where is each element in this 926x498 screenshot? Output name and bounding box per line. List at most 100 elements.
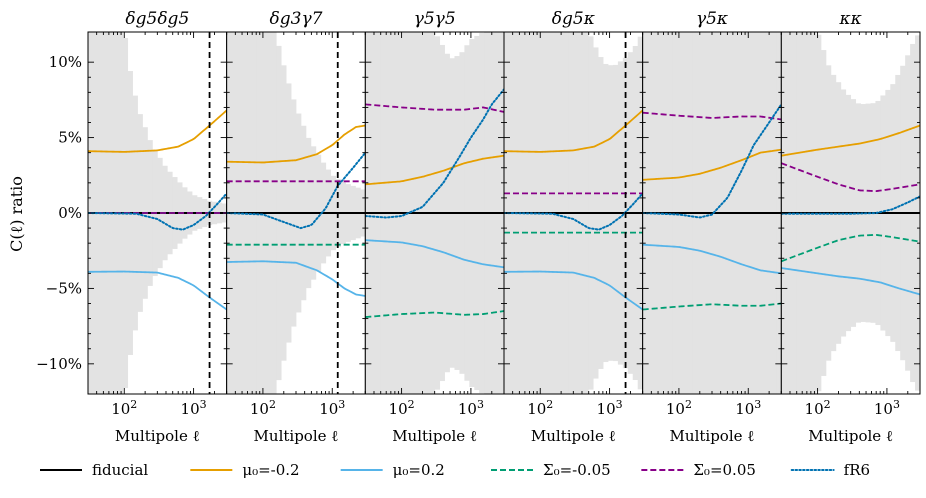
x-axis-label: Multipole ℓ: [808, 427, 893, 445]
series-line-sig_pos: [781, 162, 920, 193]
x-axis-label: Multipole ℓ: [531, 427, 616, 445]
series-line-sig_pos: [365, 103, 505, 113]
x-tick-exponent: 3: [616, 398, 623, 411]
legend-item-fiducial: fiducial: [40, 461, 148, 479]
series-line-mu_neg: [642, 148, 782, 181]
x-tick-exponent: 2: [824, 398, 831, 411]
y-tick-label: −5%: [46, 279, 82, 297]
legend-label: μ₀=-0.2: [242, 461, 299, 479]
x-tick-base: 10: [250, 400, 269, 418]
legend-label: Σ₀=0.05: [693, 461, 756, 479]
x-ticks: [226, 32, 366, 394]
x-tick-label: 103: [458, 398, 484, 418]
legend-item-mu_neg: μ₀=-0.2: [190, 461, 300, 479]
series-line-fr6: [88, 192, 227, 231]
legend-item-mu_pos: μ₀=0.2: [340, 461, 445, 479]
x-ticks: [87, 32, 228, 394]
x-tick-exponent: 3: [754, 398, 761, 411]
series-line-mu_neg: [781, 124, 920, 157]
legend-label: Σ₀=-0.05: [543, 461, 611, 479]
series-line-fr6: [781, 195, 920, 215]
x-tick-label: 102: [527, 398, 553, 418]
x-axis-label: Multipole ℓ: [670, 427, 755, 445]
series-line-sig_pos: [642, 111, 782, 121]
series-line-sig_neg: [365, 310, 505, 318]
x-tick-exponent: 3: [893, 398, 900, 411]
y-tick-label: −10%: [36, 355, 82, 373]
series-line-mu_neg: [365, 154, 505, 186]
x-axis-label: Multipole ℓ: [115, 427, 200, 445]
panel-title: γ5γ5: [414, 9, 456, 29]
y-tick-label: 5%: [58, 129, 82, 147]
x-tick-label: 103: [181, 398, 207, 418]
x-tick-base: 10: [458, 400, 477, 418]
legend-item-sig_neg: Σ₀=-0.05: [491, 461, 611, 479]
x-tick-base: 10: [874, 400, 893, 418]
x-tick-label: 102: [389, 398, 415, 418]
x-tick-exponent: 2: [130, 398, 137, 411]
series-line-mu_pos: [504, 270, 643, 311]
panel-plot-area: [504, 32, 643, 394]
x-tick-exponent: 2: [546, 398, 553, 411]
x-tick-label: 102: [805, 398, 831, 418]
x-tick-base: 10: [666, 400, 685, 418]
legend-label: fiducial: [92, 461, 148, 479]
y-tick-label: 0%: [58, 204, 82, 222]
panel-title: κκ: [839, 9, 862, 29]
x-ticks: [780, 32, 921, 394]
x-tick-base: 10: [735, 400, 754, 418]
series-line-mu_neg: [88, 109, 227, 153]
x-tick-label: 102: [250, 398, 276, 418]
x-tick-label: 102: [111, 398, 137, 418]
panel-plot-area: [226, 32, 366, 394]
x-tick-base: 10: [527, 400, 546, 418]
legend: fiducial μ₀=-0.2 μ₀=0.2 Σ₀=-0.05 Σ₀=0.05 fR6: [40, 461, 870, 479]
series-line-mu_pos: [642, 243, 782, 275]
series-line-mu_pos: [365, 239, 505, 269]
series-line-fr6: [642, 103, 782, 219]
legend-label: μ₀=0.2: [393, 461, 445, 479]
panel-plot-area: [781, 32, 920, 394]
y-axis-label: C(ℓ) ratio: [7, 176, 26, 252]
panel-1: 102 103 δg5δg5 Multipole ℓ: [87, 9, 228, 445]
x-tick-label: 103: [597, 398, 623, 418]
series-line-sig_neg: [642, 302, 782, 311]
x-axis-label: Multipole ℓ: [392, 427, 477, 445]
x-tick-base: 10: [805, 400, 824, 418]
panel-plot-area: [88, 32, 227, 394]
x-tick-exponent: 2: [269, 398, 276, 411]
panel-title: δg5κ: [552, 9, 595, 29]
series-line-mu_pos: [88, 270, 227, 311]
series-line-mu_pos: [781, 267, 920, 296]
panel-title: δg5δg5: [125, 9, 189, 29]
series-line-fr6: [504, 192, 643, 231]
legend-item-sig_pos: Σ₀=0.05: [641, 461, 756, 479]
panel-title: γ5κ: [696, 9, 728, 29]
x-tick-exponent: 2: [685, 398, 692, 411]
y-axis: 10% 5% 0% −5% −10%: [36, 53, 82, 373]
panel-plot-area: [642, 32, 782, 394]
series-line-sig_neg: [781, 233, 920, 263]
x-tick-base: 10: [597, 400, 616, 418]
y-tick-label: 10%: [49, 53, 82, 71]
x-axis-label: Multipole ℓ: [254, 427, 339, 445]
x-tick-exponent: 3: [200, 398, 207, 411]
series-line-mu_neg: [226, 124, 366, 164]
x-tick-exponent: 3: [338, 398, 345, 411]
series-line-mu_pos: [226, 260, 366, 297]
y-ticks: [781, 61, 920, 365]
x-tick-base: 10: [319, 400, 338, 418]
x-tick-exponent: 2: [408, 398, 415, 411]
x-tick-base: 10: [389, 400, 408, 418]
series-line-fr6: [226, 151, 366, 230]
x-tick-label: 103: [874, 398, 900, 418]
legend-label: fR6: [844, 461, 870, 479]
x-tick-label: 103: [319, 398, 345, 418]
x-tick-label: 102: [666, 398, 692, 418]
